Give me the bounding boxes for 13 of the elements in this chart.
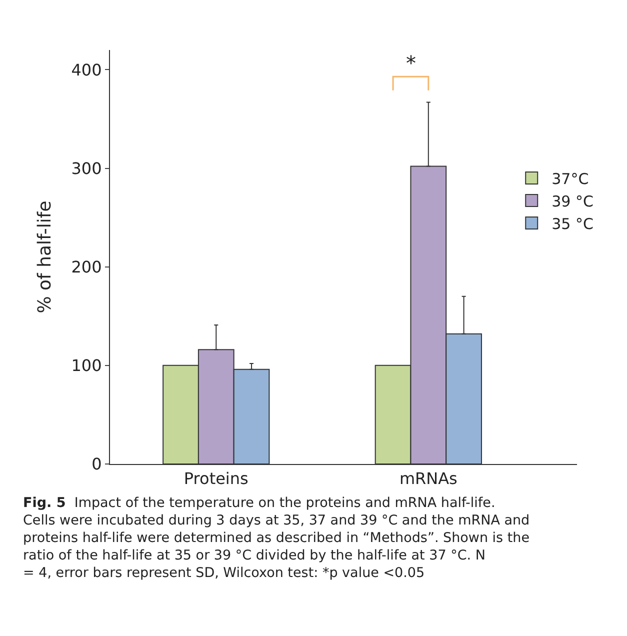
y-tick-label: 400 — [71, 60, 102, 80]
caption: Fig. 5 — [23, 495, 66, 511]
y-tick-label: 200 — [71, 257, 102, 276]
x-tick-label: mRNAs — [399, 469, 458, 488]
y-tick-label: 300 — [71, 158, 102, 178]
legend-label: 35 °C — [552, 214, 594, 233]
y-axis-title: % of half-life — [34, 200, 56, 314]
annotation: * — [406, 51, 416, 75]
y-tick-label: 100 — [71, 356, 102, 376]
x-tick-label: Proteins — [184, 469, 248, 488]
y-tick-label: 0 — [92, 454, 102, 474]
legend-label: 37°C — [552, 170, 589, 188]
legend-label: 39 °C — [552, 192, 594, 210]
